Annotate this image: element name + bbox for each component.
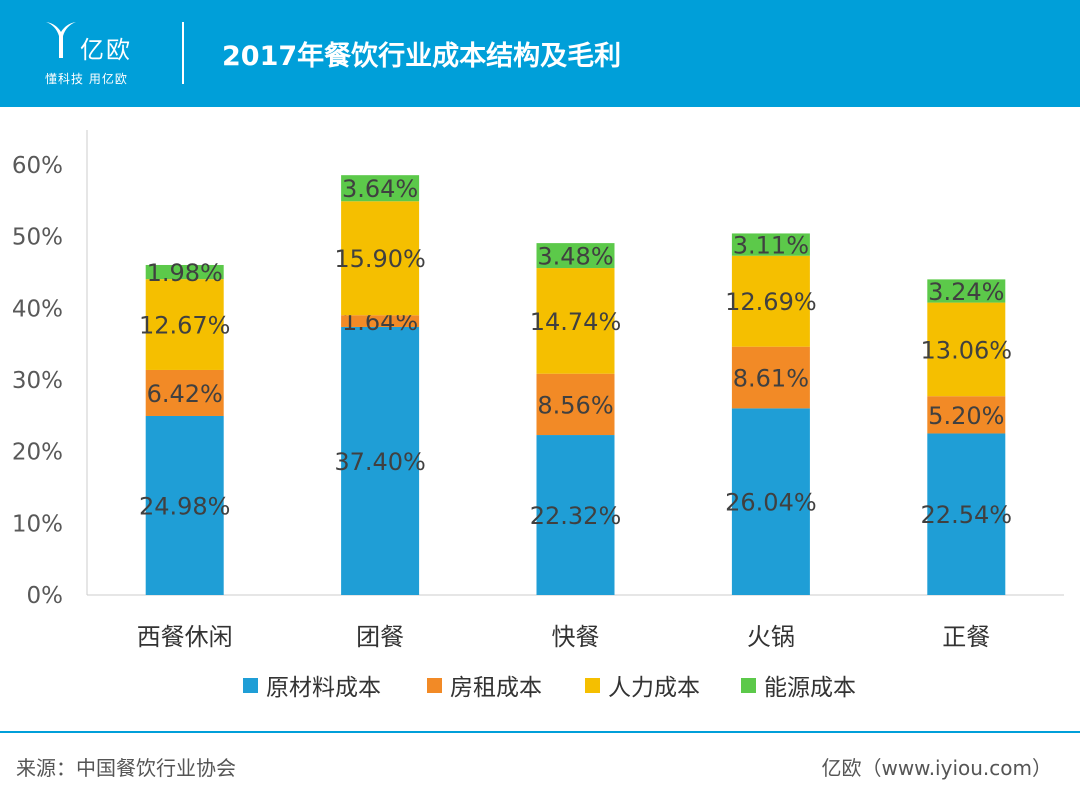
- y-tick-label: 60%: [12, 153, 63, 179]
- data-label: 1.98%: [147, 259, 223, 287]
- data-label: 3.64%: [342, 175, 418, 203]
- bar-segment: [927, 302, 1006, 397]
- x-tick-label: 火锅: [747, 623, 795, 651]
- bar-segment: [731, 255, 810, 347]
- bar-segment: [536, 243, 615, 269]
- bar-segment: [731, 233, 810, 256]
- source-note: 来源：中国餐饮行业协会: [16, 756, 236, 780]
- legend-label: 原材料成本: [266, 675, 381, 701]
- data-label: 24.98%: [139, 492, 231, 520]
- data-label: 3.24%: [928, 278, 1004, 306]
- bar-segment: [927, 396, 1006, 434]
- x-tick-label: 快餐: [552, 623, 600, 651]
- data-label: 6.42%: [147, 380, 223, 408]
- bar-segment: [731, 346, 810, 409]
- data-label: 12.67%: [139, 312, 231, 340]
- y-tick-label: 30%: [12, 368, 63, 394]
- data-label: 3.11%: [733, 232, 809, 260]
- data-label: 5.20%: [928, 402, 1004, 430]
- y-tick-label: 50%: [12, 225, 63, 251]
- x-tick-label: 西餐休闲: [137, 623, 233, 651]
- header-banner: 亿欧 懂科技 用亿欧 2017年餐饮行业成本结构及毛利: [0, 0, 1080, 107]
- data-label: 8.56%: [537, 391, 613, 419]
- stacked-bar-chart: 0% 10% 20% 30% 40% 50% 60% 24.98% 6.42% 12.67% 1.9…: [12, 130, 1064, 701]
- data-label: 12.69%: [725, 288, 817, 316]
- y-tick-label: 10%: [12, 511, 63, 537]
- bar-segment: [341, 315, 420, 327]
- data-label: 26.04%: [725, 489, 817, 517]
- logo-name: 亿欧: [80, 36, 132, 64]
- logo-tagline: 懂科技 用亿欧: [45, 72, 128, 86]
- y-tick-label: 20%: [12, 440, 63, 466]
- x-tick-label: 团餐: [356, 623, 404, 651]
- data-label: 22.54%: [921, 501, 1013, 529]
- header-divider: [182, 22, 184, 84]
- y-tick-label: 40%: [12, 296, 63, 322]
- brand-note: 亿欧（www.iyiou.com）: [821, 756, 1052, 780]
- legend-swatch: [741, 678, 756, 693]
- bar-segment: [927, 279, 1006, 303]
- data-label: 15.90%: [334, 245, 426, 273]
- bar-segment: [145, 369, 224, 416]
- bar-segment: [145, 279, 224, 370]
- yiou-logo-icon: [46, 22, 76, 58]
- bar-segment: [341, 201, 420, 316]
- data-label: 13.06%: [921, 336, 1013, 364]
- legend-label: 人力成本: [608, 675, 700, 701]
- data-label: 3.48%: [537, 243, 613, 271]
- bar-segment: [341, 175, 420, 202]
- legend-swatch: [585, 678, 600, 693]
- page-title: 2017年餐饮行业成本结构及毛利: [222, 41, 622, 72]
- bar-segment: [145, 264, 224, 280]
- legend-swatch: [427, 678, 442, 693]
- y-tick-label: 0%: [27, 583, 64, 609]
- bar-segment: [927, 433, 1006, 595]
- legend-label: 能源成本: [764, 675, 856, 701]
- bar-segment: [341, 326, 420, 595]
- data-label: 22.32%: [530, 502, 622, 530]
- bar-segment: [145, 415, 224, 595]
- bar-segment: [536, 268, 615, 374]
- legend-swatch: [243, 678, 258, 693]
- bar-segment: [536, 435, 615, 595]
- data-label: 8.61%: [733, 365, 809, 393]
- data-label: 14.74%: [530, 308, 622, 336]
- legend-label: 房租成本: [450, 675, 542, 701]
- x-tick-label: 正餐: [942, 623, 990, 651]
- bar-segment: [731, 408, 810, 595]
- bar-segment: [536, 373, 615, 436]
- data-label: 37.40%: [334, 448, 426, 476]
- footer-divider: [0, 731, 1080, 733]
